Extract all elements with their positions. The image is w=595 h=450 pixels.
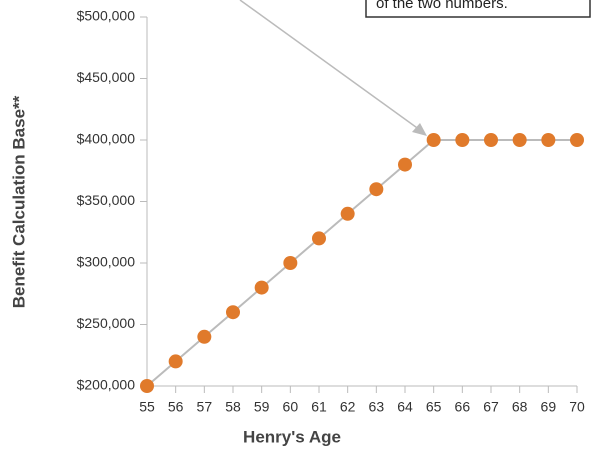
x-tick-label: 57 bbox=[197, 399, 213, 415]
x-tick-label: 66 bbox=[455, 399, 471, 415]
x-tick-label: 59 bbox=[254, 399, 270, 415]
point bbox=[512, 133, 527, 147]
y-tick-label: $500,000 bbox=[77, 8, 136, 24]
annotation-text: of the two numbers. bbox=[376, 0, 508, 12]
point bbox=[197, 329, 212, 344]
x-tick-label: 65 bbox=[426, 399, 442, 415]
annotation-box bbox=[365, 0, 591, 18]
y-tick-label: $400,000 bbox=[77, 131, 136, 147]
point bbox=[369, 182, 384, 197]
x-tick-label: 68 bbox=[512, 399, 528, 415]
y-tick-label: $300,000 bbox=[77, 254, 136, 270]
point bbox=[455, 133, 470, 147]
y-tick-label: $350,000 bbox=[77, 192, 136, 208]
x-tick-label: 63 bbox=[369, 399, 385, 415]
point bbox=[254, 280, 269, 295]
x-axis-title: Henry's Age bbox=[243, 427, 341, 446]
x-tick-label: 55 bbox=[139, 399, 155, 415]
line bbox=[146, 139, 577, 387]
point bbox=[140, 379, 154, 393]
point bbox=[484, 133, 498, 147]
point bbox=[340, 206, 355, 221]
y-tick-label: $200,000 bbox=[77, 377, 136, 393]
y-tick-label: $250,000 bbox=[77, 315, 136, 331]
arrow-head bbox=[412, 123, 427, 136]
x-tick-label: 64 bbox=[397, 399, 413, 415]
point bbox=[398, 157, 412, 172]
y-axis-title: Benefit Calculation Base** bbox=[9, 95, 28, 308]
x-tick-label: 62 bbox=[340, 399, 356, 415]
x-tick-label: 61 bbox=[311, 399, 327, 415]
point bbox=[226, 305, 240, 320]
point bbox=[168, 354, 183, 369]
y-tick-label: $450,000 bbox=[77, 69, 136, 85]
x-tick-label: 58 bbox=[225, 399, 241, 415]
point bbox=[426, 133, 441, 147]
x-tick-label: 56 bbox=[168, 399, 184, 415]
point bbox=[541, 133, 556, 147]
annotation-arrow bbox=[239, 0, 421, 131]
x-tick-label: 60 bbox=[283, 399, 299, 415]
x-tick-label: 67 bbox=[483, 399, 499, 415]
point bbox=[283, 256, 298, 270]
x-tick-label: 70 bbox=[569, 399, 585, 415]
x-tick-label: 69 bbox=[541, 399, 557, 415]
point bbox=[312, 231, 326, 246]
point bbox=[570, 133, 584, 147]
